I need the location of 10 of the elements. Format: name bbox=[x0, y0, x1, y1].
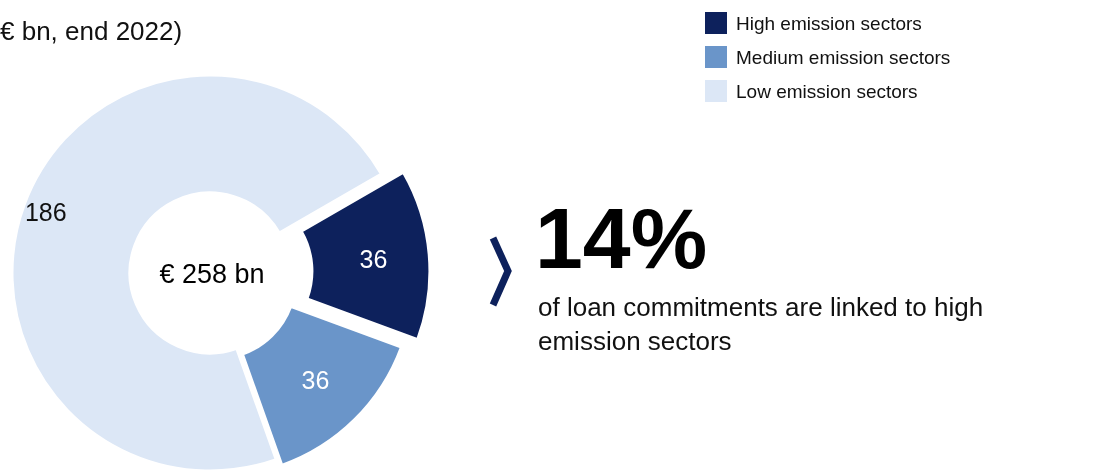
text: of loan commitments are linked to high emission sectors bbox=[538, 292, 984, 356]
chart-title: € bn, end 2022) bbox=[0, 16, 183, 46]
data-label: 36 bbox=[359, 245, 388, 274]
legend-label: Medium emission sectors bbox=[736, 47, 951, 68]
data-label: 36 bbox=[301, 365, 330, 394]
legend-label: Low emission sectors bbox=[736, 81, 918, 102]
text: € 258 bn bbox=[159, 259, 265, 289]
legend-label: High emission sectors bbox=[736, 13, 922, 34]
text: 14% bbox=[535, 190, 708, 286]
data-label: 186 bbox=[24, 198, 67, 227]
